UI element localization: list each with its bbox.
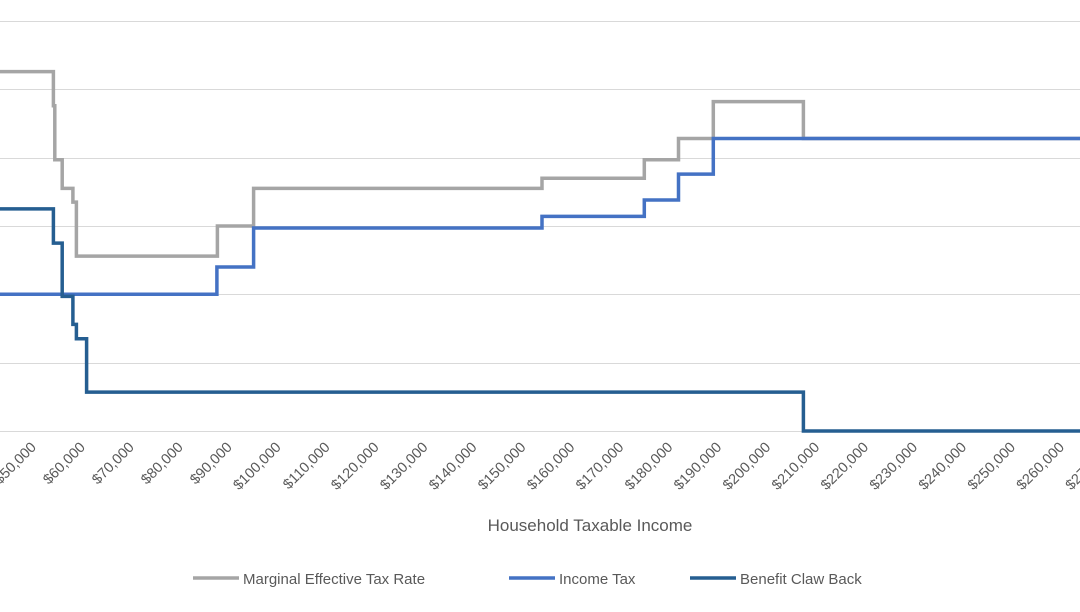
legend-label: Marginal Effective Tax Rate bbox=[243, 571, 425, 588]
x-tick-label: $90,000 bbox=[187, 440, 235, 488]
x-tick-label: $140,000 bbox=[426, 440, 480, 494]
x-tick-label: $170,000 bbox=[573, 440, 627, 494]
x-tick-label: $230,000 bbox=[867, 440, 921, 494]
series-line-1 bbox=[0, 69, 1080, 258]
legend: Marginal Effective Tax Rate Income Tax Ben… bbox=[193, 571, 862, 588]
x-tick-label: $220,000 bbox=[818, 440, 872, 494]
x-tick-label: $260,000 bbox=[1014, 440, 1068, 494]
x-axis-tick-labels: $40,000$50,000$60,000$70,000$80,000$90,0… bbox=[0, 440, 1080, 494]
x-tick-label: $60,000 bbox=[40, 440, 88, 488]
x-tick-label: $200,000 bbox=[720, 440, 774, 494]
series-lines bbox=[0, 69, 1080, 433]
x-axis-title: Household Taxable Income bbox=[488, 516, 693, 535]
x-tick-label: $270,000 bbox=[1063, 440, 1080, 494]
legend-label: Benefit Claw Back bbox=[740, 571, 862, 588]
x-tick-label: $180,000 bbox=[622, 440, 676, 494]
x-tick-label: $120,000 bbox=[328, 440, 382, 494]
x-tick-label: $210,000 bbox=[769, 440, 823, 494]
x-tick-label: $240,000 bbox=[916, 440, 970, 494]
x-tick-label: $250,000 bbox=[965, 440, 1019, 494]
x-tick-label: $50,000 bbox=[0, 440, 40, 488]
series-line-3 bbox=[0, 207, 1080, 433]
x-tick-label: $100,000 bbox=[230, 440, 284, 494]
x-tick-label: $70,000 bbox=[89, 440, 137, 488]
legend-label: Income Tax bbox=[559, 571, 636, 588]
series-line-2 bbox=[0, 136, 1080, 297]
x-tick-label: $110,000 bbox=[280, 440, 333, 493]
x-tick-label: $150,000 bbox=[475, 440, 529, 494]
x-tick-label: $130,000 bbox=[377, 440, 431, 494]
x-tick-label: $160,000 bbox=[524, 440, 578, 494]
x-tick-label: $190,000 bbox=[671, 440, 725, 494]
x-tick-label: $80,000 bbox=[138, 440, 186, 488]
